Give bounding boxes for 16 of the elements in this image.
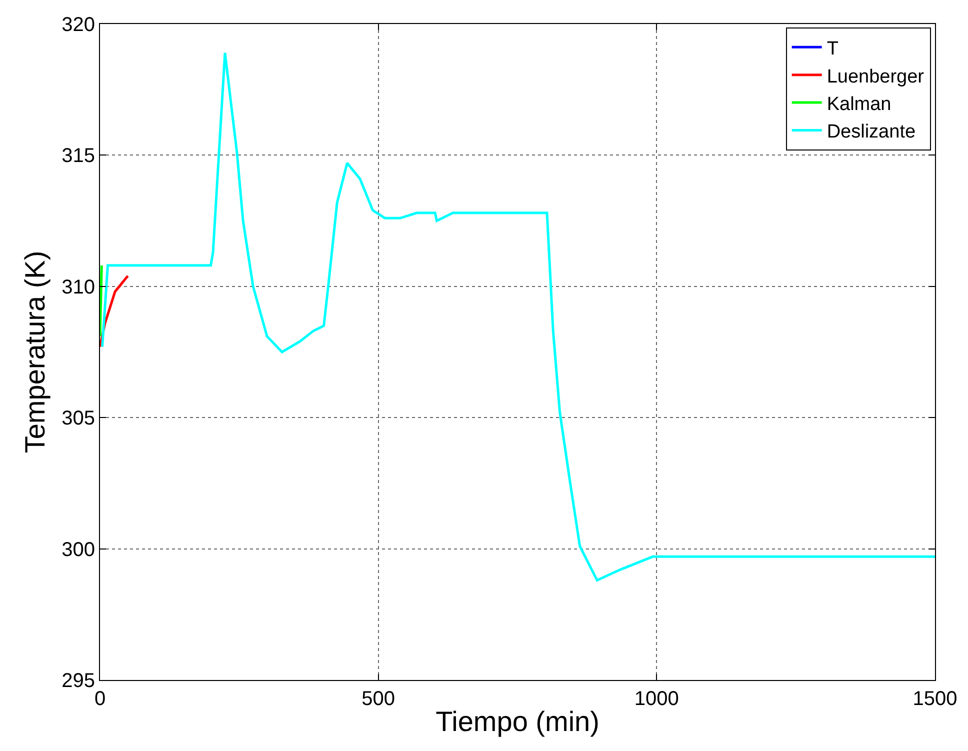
- y-tick-label: 320: [62, 14, 95, 36]
- y-axis-title: Temperatura (K): [19, 250, 50, 454]
- x-tick-label: 0: [94, 688, 106, 710]
- x-tick-label: 500: [362, 688, 396, 710]
- x-tick-label: 1500: [912, 688, 958, 710]
- legend-label: Luenberger: [826, 66, 925, 88]
- y-tick-label: 295: [62, 670, 95, 692]
- legend-label: T: [826, 38, 839, 60]
- legend-label: Deslizante: [826, 122, 916, 143]
- y-tick-label: 310: [62, 276, 95, 298]
- y-tick-label: 315: [62, 145, 95, 168]
- x-tick-label: 1000: [634, 688, 679, 710]
- y-tick-label: 300: [62, 538, 95, 561]
- y-tick-label: 305: [62, 408, 95, 430]
- x-axis-title: Tiempo (min): [436, 706, 600, 738]
- legend-label: Kalman: [826, 94, 892, 115]
